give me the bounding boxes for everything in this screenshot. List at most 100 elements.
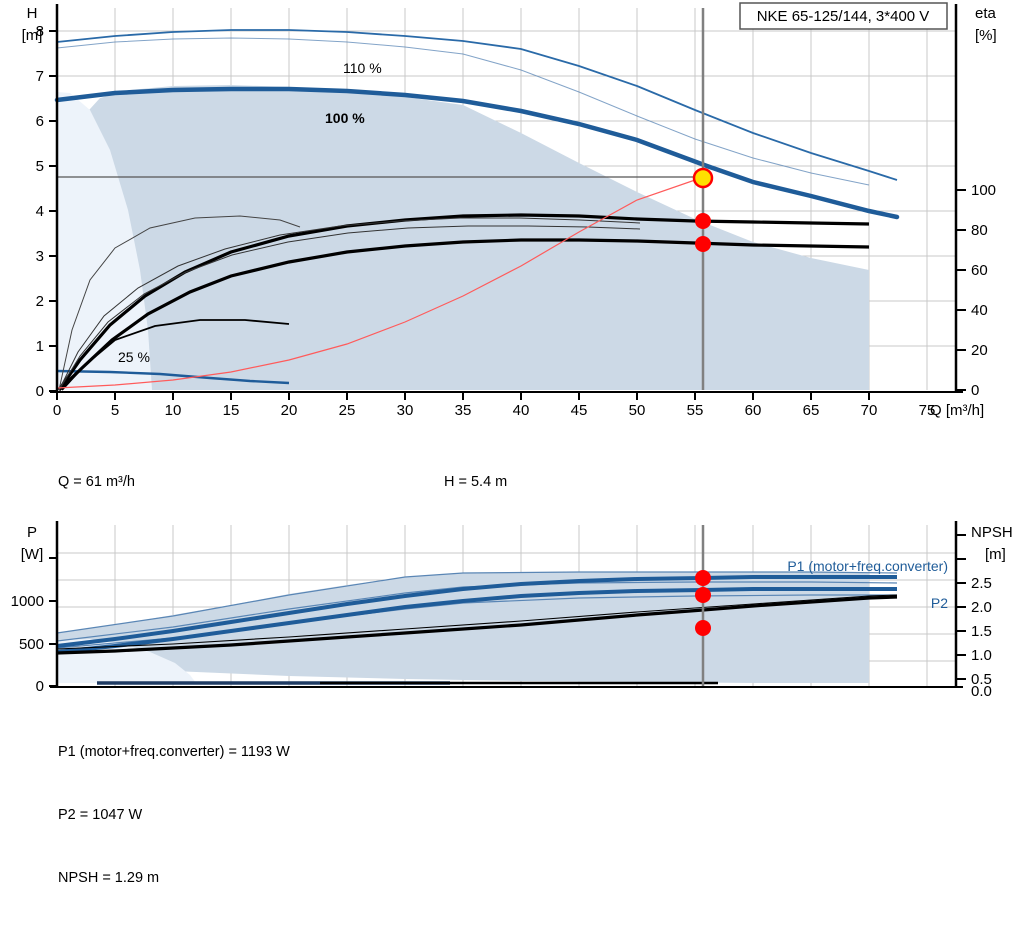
svg-text:0: 0	[971, 382, 979, 399]
left-axis-tick-labels: 8 7 6 5 4 3 2 1 0	[36, 23, 44, 400]
svg-text:55: 55	[687, 402, 704, 419]
svg-text:50: 50	[629, 402, 646, 419]
svg-text:60: 60	[745, 402, 762, 419]
p2-curve	[56, 587, 897, 654]
info-head: H = 5.4 m	[444, 474, 508, 490]
bottom-axis-tick-labels: 0 5 10 15 20 25 30 35 40 45 50 55 60 65 …	[53, 402, 936, 419]
svg-text:70: 70	[861, 402, 878, 419]
bottom-axis-ticks	[56, 392, 870, 400]
head-axis-title-line2: [m]	[22, 27, 43, 44]
svg-text:20: 20	[971, 342, 988, 359]
svg-text:1.5: 1.5	[971, 623, 992, 640]
svg-text:2.5: 2.5	[971, 575, 992, 592]
svg-text:65: 65	[803, 402, 820, 419]
svg-text:1000: 1000	[11, 593, 44, 610]
speed-label-100: 100 %	[325, 110, 365, 126]
power-thin-curve-a	[56, 571, 898, 634]
svg-text:2: 2	[36, 293, 44, 310]
svg-text:0: 0	[36, 383, 44, 400]
npsh-axis-tick-labels: 2.5 2.0 1.5 1.0 0.5 0.0	[971, 575, 992, 700]
svg-text:75: 75	[919, 402, 936, 419]
duty-point-marker-eta-total[interactable]	[695, 236, 711, 252]
right-axis-tick-labels: 100 80 60 40 20 0	[971, 182, 996, 399]
svg-text:8: 8	[36, 23, 44, 40]
head-curve-110	[56, 29, 898, 181]
operating-envelope	[57, 85, 869, 390]
power-left-axis-tick-labels: 1000 500 0	[11, 593, 44, 695]
right-axis-ticks	[956, 189, 966, 391]
power-axis-title-line1: P	[27, 524, 37, 541]
svg-text:0.0: 0.0	[971, 683, 992, 700]
power-axis-title-line2: [W]	[21, 546, 44, 563]
svg-text:10: 10	[165, 402, 182, 419]
svg-text:0: 0	[36, 678, 44, 695]
svg-text:80: 80	[971, 222, 988, 239]
eta-pump-curve	[57, 213, 870, 391]
npsh-curve-black	[56, 595, 898, 655]
info-flow: Q = 61 m³/h	[58, 474, 135, 490]
head-chart-svg: 8 7 6 5 4 3 2 1 0 100 80	[22, 2, 997, 419]
svg-text:0: 0	[53, 402, 61, 419]
svg-text:5: 5	[111, 402, 119, 419]
svg-text:6: 6	[36, 113, 44, 130]
flow-axis-title: Q [m³/h]	[930, 402, 984, 419]
model-title-box	[739, 2, 948, 30]
svg-text:500: 500	[19, 636, 44, 653]
npsh-curve-red	[56, 179, 696, 389]
duty-point-marker-head[interactable]	[692, 167, 714, 189]
svg-text:100: 100	[971, 182, 996, 199]
head-curve-25	[56, 369, 290, 385]
left-axis-ticks	[49, 30, 57, 392]
eta-thin-curve-a	[58, 217, 641, 391]
duty-point-marker-eta-pump[interactable]	[695, 213, 711, 229]
svg-text:30: 30	[397, 402, 414, 419]
svg-text:7: 7	[36, 68, 44, 85]
eta-thin-curve-25b	[61, 319, 290, 391]
svg-text:25: 25	[339, 402, 356, 419]
svg-text:3: 3	[36, 248, 44, 265]
power-npsh-chart: 1000 500 0 2.5 2.0 1.5 1.0 0.5 0.0	[0, 515, 1024, 700]
eta-thin-curve-b	[58, 225, 641, 391]
power-chart-svg: 1000 500 0 2.5 2.0 1.5 1.0 0.5 0.0	[11, 521, 1013, 700]
speed-label-110: 110 %	[343, 60, 382, 76]
duty-point-marker-p1[interactable]	[695, 570, 711, 586]
power-left-axis-ticks	[49, 557, 57, 687]
npsh-axis-title-line1: NPSH	[971, 524, 1013, 541]
eta-axis-title-line1: eta	[975, 5, 997, 22]
npsh-axis-ticks	[956, 534, 966, 680]
pump-performance-report: 8 7 6 5 4 3 2 1 0 100 80	[0, 0, 1024, 886]
speed-label-25: 25 %	[118, 349, 150, 365]
head-curve-100	[54, 86, 900, 220]
svg-text:40: 40	[513, 402, 530, 419]
svg-text:1: 1	[36, 338, 44, 355]
svg-text:4: 4	[36, 203, 44, 220]
p1-curve	[56, 575, 897, 648]
npsh-axis-title-line2: [m]	[985, 546, 1006, 563]
svg-text:45: 45	[571, 402, 588, 419]
npsh-thin-curve	[56, 594, 898, 650]
head-efficiency-chart: 8 7 6 5 4 3 2 1 0 100 80	[0, 0, 1024, 420]
svg-text:5: 5	[36, 158, 44, 175]
svg-text:60: 60	[971, 262, 988, 279]
svg-text:1.0: 1.0	[971, 647, 992, 664]
info-npsh: NPSH = 1.29 m	[58, 870, 160, 886]
envelope-light-wedge	[57, 92, 152, 390]
svg-text:0.5: 0.5	[971, 671, 992, 688]
eta-thin-curve-25	[58, 215, 301, 391]
legend-p2-label: P2	[931, 595, 948, 611]
info-p1: P1 (motor+freq.converter) = 1193 W	[58, 744, 290, 760]
info-p2: P2 = 1047 W	[58, 807, 143, 823]
legend-p1-label: P1 (motor+freq.converter)	[787, 558, 948, 574]
svg-text:15: 15	[223, 402, 240, 419]
svg-text:2.0: 2.0	[971, 599, 992, 616]
svg-text:40: 40	[971, 302, 988, 319]
eta-total-curve	[57, 238, 870, 392]
model-title-label: NKE 65-125/144, 3*400 V	[757, 8, 930, 25]
head-axis-title-line1: H	[27, 5, 38, 22]
svg-text:20: 20	[281, 402, 298, 419]
duty-point-marker-p2[interactable]	[695, 587, 711, 603]
power-info-block: P1 (motor+freq.converter) = 1193 W P2 = …	[58, 700, 290, 931]
duty-point-marker-npsh[interactable]	[695, 620, 711, 636]
eta-axis-title-line2: [%]	[975, 27, 997, 44]
svg-text:35: 35	[455, 402, 472, 419]
